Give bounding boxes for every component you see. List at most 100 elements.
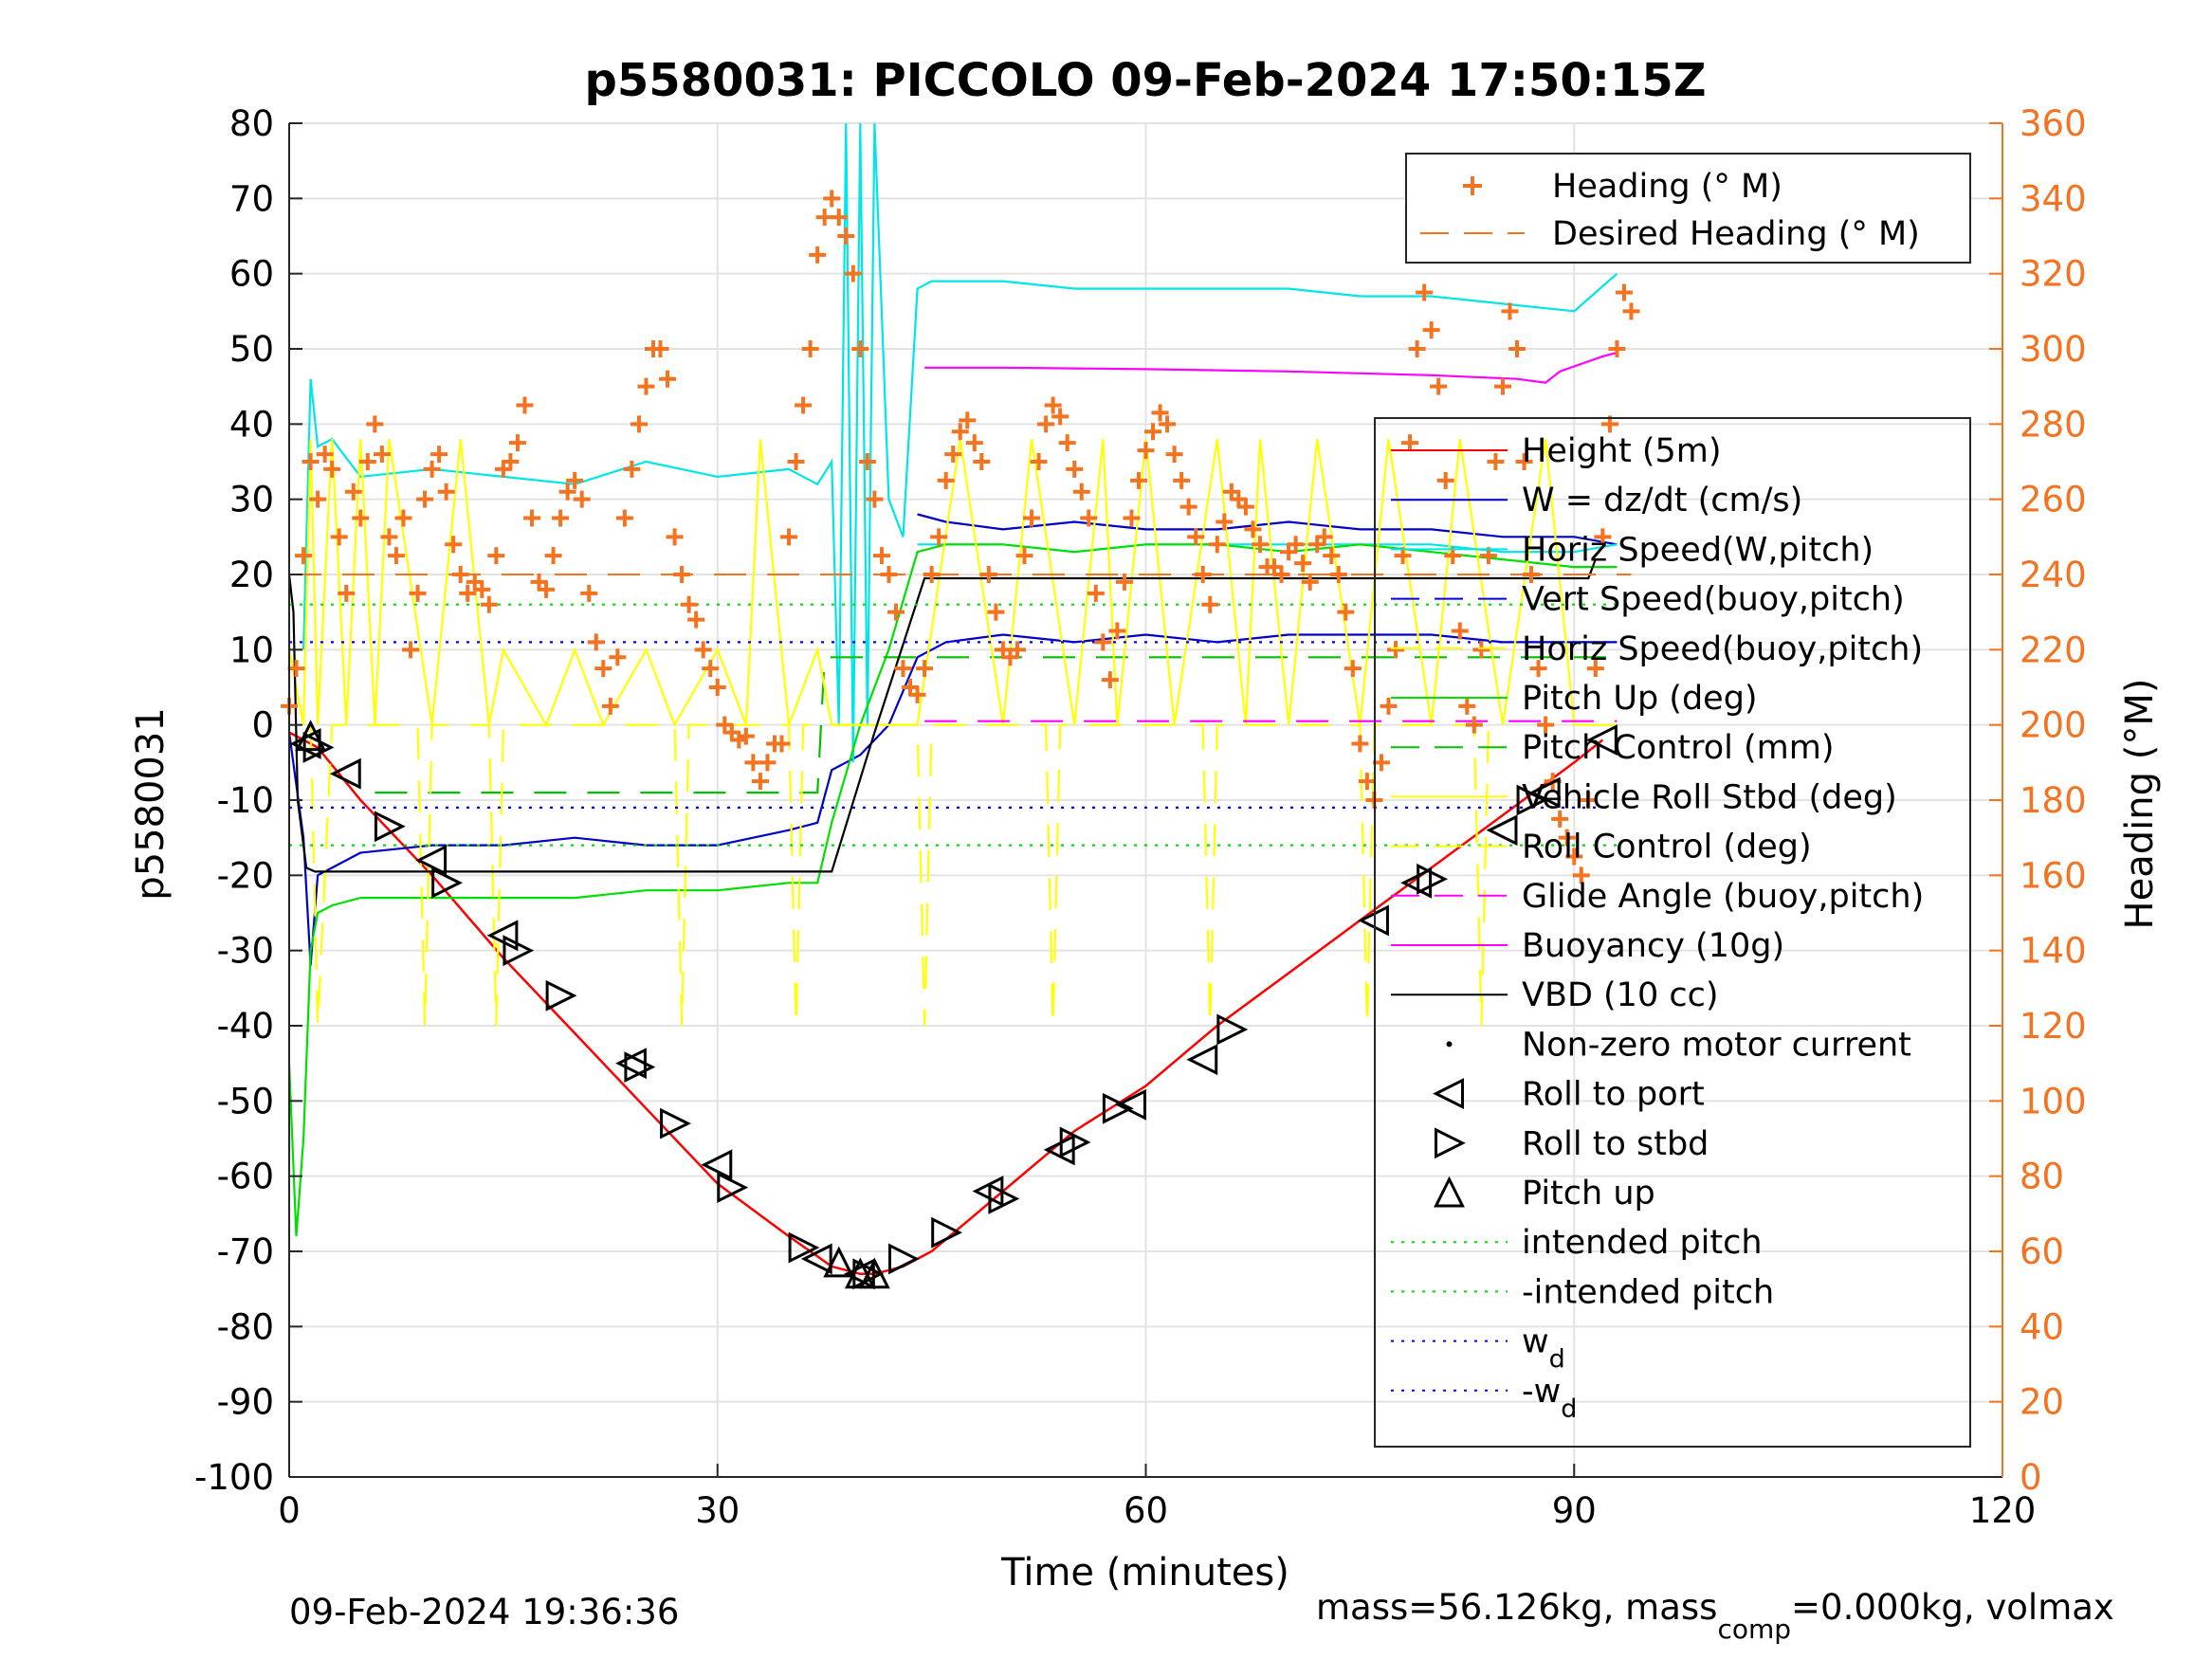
roll-to-stbd-marker	[545, 979, 577, 1012]
heading-point	[979, 566, 997, 583]
legend-main-label: Vert Speed(buoy,pitch)	[1522, 581, 1905, 619]
heading-point	[423, 460, 441, 478]
legend-main-label: Roll to stbd	[1522, 1125, 1709, 1163]
heading-point	[973, 453, 991, 470]
legend-heading-label: Desired Heading (° M)	[1552, 215, 1920, 253]
heading-point	[309, 490, 327, 508]
y-right-tick-label: 140	[2020, 931, 2087, 972]
heading-point	[1294, 555, 1312, 573]
heading-point	[1251, 536, 1269, 554]
heading-point	[1301, 573, 1319, 591]
legend-main-label: Pitch Control (mm)	[1522, 729, 1834, 767]
heading-point	[951, 423, 969, 441]
pitch-up-marker	[295, 720, 327, 752]
heading-point	[1551, 810, 1569, 828]
heading-point	[480, 595, 498, 613]
heading-point	[1066, 460, 1084, 478]
y-right-tick-label: 40	[2020, 1306, 2064, 1347]
y-tick-label: 20	[229, 555, 274, 595]
heading-point	[872, 547, 890, 565]
y-tick-label: 50	[229, 329, 274, 370]
y-right-tick-label: 160	[2020, 855, 2087, 896]
roll-to-stbd-marker	[717, 1172, 749, 1203]
roll-to-port-marker	[800, 1243, 832, 1275]
legend-main-label-sub: d	[1549, 1345, 1565, 1375]
y-tick-label: -80	[217, 1306, 274, 1347]
heading-point	[630, 415, 648, 433]
heading-point	[1272, 566, 1290, 583]
legend-main: Height (5m) W = dz/dt (cm/s) Horiz Speed(W…	[1374, 417, 1971, 1448]
legend-main-label: Pitch Up (deg)	[1522, 680, 1758, 718]
roll-to-stbd-marker	[624, 1051, 656, 1084]
legend-main-label: Non-zero motor current	[1522, 1026, 1911, 1064]
y-tick-label: -20	[217, 855, 274, 896]
heading-point	[437, 483, 455, 501]
heading-point	[445, 536, 463, 554]
heading-point	[1586, 660, 1604, 678]
y-tick-label: -50	[217, 1081, 274, 1121]
heading-point	[1380, 697, 1398, 715]
heading-point	[430, 446, 448, 464]
y-tick-label: -100	[194, 1457, 274, 1498]
heading-point	[1580, 792, 1598, 809]
heading-point	[830, 209, 848, 227]
y-tick-label: 30	[229, 480, 274, 520]
roll-to-stbd-marker	[1102, 1092, 1134, 1124]
y-right-tick-label: 260	[2020, 480, 2087, 520]
heading-point	[795, 396, 813, 414]
heading-point	[708, 679, 726, 696]
heading-point	[302, 453, 320, 470]
heading-point	[387, 547, 405, 565]
series-buoyancy-10g	[924, 351, 1618, 384]
heading-point	[487, 547, 505, 565]
heading-point	[587, 633, 605, 651]
heading-point	[1151, 404, 1169, 422]
legend-heading: Heading (° M) Desired Heading (° M)	[1405, 153, 1971, 264]
heading-point	[944, 446, 962, 464]
heading-point	[923, 566, 941, 583]
legend-heading-box	[1405, 153, 1971, 264]
heading-point	[295, 547, 313, 565]
heading-point	[330, 528, 348, 546]
heading-point	[916, 660, 934, 678]
heading-point	[1165, 446, 1183, 464]
heading-point	[344, 483, 362, 501]
y-right-tick-label: 360	[2020, 103, 2087, 144]
heading-point	[615, 509, 633, 527]
legend-main-label: Vehicle Roll Stbd (deg)	[1522, 778, 1897, 816]
heading-point	[1287, 536, 1305, 554]
y-right-tick-label: 320	[2020, 254, 2087, 295]
heading-point	[787, 453, 805, 470]
legend-main-label: W = dz/dt (cm/s)	[1522, 482, 1802, 520]
heading-point	[401, 641, 419, 659]
heading-point	[352, 509, 370, 527]
heading-point	[544, 547, 562, 565]
heading-point	[1608, 340, 1626, 357]
heading-point	[880, 566, 898, 583]
legend-main-label: Roll to port	[1522, 1076, 1705, 1114]
heading-point	[694, 641, 712, 659]
legend-main-label: Height (5m)	[1522, 432, 1722, 470]
heading-point	[1523, 566, 1541, 583]
legend-main-label: -intended pitch	[1522, 1273, 1774, 1311]
y-right-tick-label: 180	[2020, 780, 2087, 821]
series-roll-control-deg	[309, 723, 1490, 1027]
heading-point	[908, 685, 926, 703]
heading-point	[1615, 283, 1633, 301]
heading-point	[1015, 547, 1033, 565]
heading-point	[558, 483, 576, 501]
heading-point	[1501, 302, 1519, 320]
heading-point	[851, 340, 869, 357]
heading-point	[1422, 321, 1440, 339]
heading-point	[373, 446, 391, 464]
heading-point	[552, 509, 570, 527]
heading-point	[451, 566, 469, 583]
roll-to-stbd-marker	[931, 1216, 963, 1249]
heading-point	[1087, 584, 1105, 602]
heading-point	[1144, 423, 1162, 441]
heading-point	[394, 509, 412, 527]
chart-title: p5580031: PICCOLO 09-Feb-2024 17:50:15Z	[584, 54, 1706, 107]
heading-point	[930, 528, 948, 546]
y-right-tick-label: 60	[2020, 1231, 2064, 1272]
y-right-tick-label: 0	[2020, 1457, 2042, 1498]
